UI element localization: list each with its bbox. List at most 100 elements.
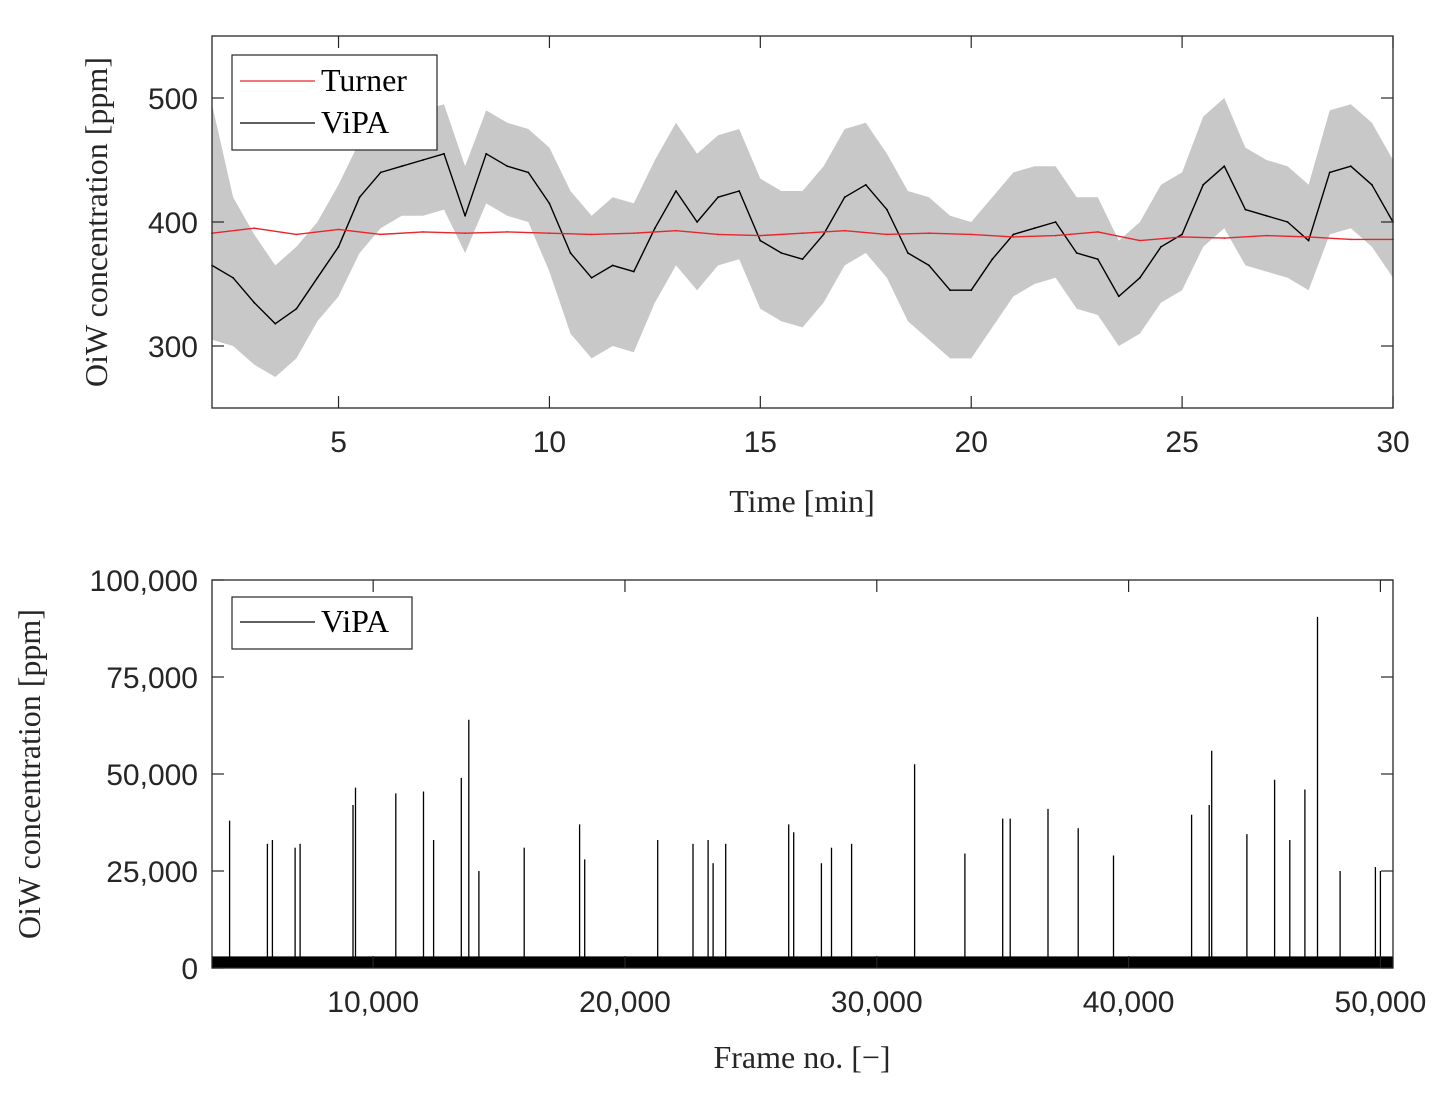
- point-vipa: [696, 221, 698, 223]
- point-turner: [1181, 236, 1183, 238]
- vipa-baseline-noise: [212, 956, 1393, 968]
- bottom-legend-box: [231, 596, 413, 650]
- point-turner: [295, 233, 298, 236]
- vipa-uncertainty-band: [212, 98, 1393, 377]
- point-turner: [422, 231, 424, 233]
- point-vipa: [1160, 245, 1162, 248]
- bottom-y-tick-label: 25,000: [106, 856, 198, 889]
- bottom-x-tick-label: 50,000: [1335, 986, 1427, 1019]
- point-turner: [1012, 236, 1015, 238]
- top-legend: Turner ViPA: [231, 54, 438, 151]
- point-turner: [886, 233, 888, 236]
- top-x-tick-label: 30: [1376, 426, 1409, 459]
- point-vipa: [358, 196, 361, 199]
- point-vipa: [295, 307, 298, 310]
- point-vipa: [253, 301, 256, 304]
- point-vipa: [675, 190, 677, 192]
- point-vipa: [738, 190, 741, 192]
- bottom-legend: ViPA: [231, 596, 413, 650]
- point-vipa: [1328, 171, 1331, 174]
- top-x-axis-label: Time [min]: [729, 483, 875, 519]
- top-x-tick-label: 15: [744, 426, 777, 459]
- top-x-tick-label: 5: [330, 426, 347, 459]
- point-vipa: [548, 202, 551, 205]
- bottom-x-tick-label: 30,000: [831, 986, 923, 1019]
- point-vipa: [928, 264, 930, 267]
- point-turner: [548, 232, 551, 235]
- point-vipa: [1117, 295, 1120, 298]
- top-series-layer: [211, 152, 1394, 325]
- bottom-x-tick-label: 40,000: [1083, 986, 1175, 1019]
- point-vipa: [759, 239, 762, 242]
- point-vipa: [907, 252, 909, 254]
- point-turner: [1096, 231, 1099, 233]
- vipa-uncertainty-band-layer: [212, 98, 1393, 377]
- point-vipa: [1307, 239, 1310, 242]
- point-turner: [675, 229, 677, 232]
- top-x-tick-label: 20: [955, 426, 988, 459]
- point-vipa: [991, 258, 994, 261]
- top-tick-layer: 5 10 15 20 25 30 300 400 500: [148, 36, 1410, 459]
- point-vipa: [590, 276, 593, 279]
- point-vipa: [443, 152, 445, 155]
- point-vipa: [379, 171, 382, 174]
- point-turner: [590, 233, 593, 236]
- point-vipa: [506, 165, 509, 168]
- point-vipa: [822, 233, 825, 236]
- point-turner: [970, 233, 973, 236]
- point-vipa: [1223, 165, 1226, 168]
- point-vipa: [232, 276, 235, 279]
- point-vipa: [632, 270, 635, 273]
- point-vipa: [1054, 221, 1057, 223]
- point-turner: [379, 233, 382, 236]
- point-vipa: [1181, 233, 1183, 236]
- bottom-y-tick-label: 100,000: [90, 565, 198, 598]
- point-turner: [1054, 234, 1057, 237]
- point-turner: [801, 232, 804, 235]
- point-vipa: [1033, 227, 1036, 230]
- point-vipa: [970, 289, 973, 292]
- point-vipa: [527, 171, 530, 174]
- top-legend-box: [231, 54, 438, 151]
- legend-label-vipa-bottom: ViPA: [321, 603, 389, 639]
- point-vipa: [316, 276, 319, 279]
- point-turner: [717, 233, 719, 236]
- bottom-y-tick-label: 50,000: [106, 759, 198, 792]
- bottom-x-tick-label: 10,000: [327, 986, 419, 1019]
- point-turner: [843, 229, 846, 232]
- bottom-x-axis-label: Frame no. [−]: [713, 1039, 890, 1075]
- point-vipa: [485, 152, 488, 155]
- point-turner: [759, 234, 762, 237]
- point-vipa: [569, 252, 572, 254]
- legend-label-vipa-top: ViPA: [321, 104, 389, 140]
- point-vipa: [1096, 258, 1099, 261]
- point-turner: [337, 228, 340, 231]
- point-vipa: [464, 214, 466, 217]
- point-vipa: [1075, 252, 1078, 254]
- point-vipa: [801, 258, 804, 261]
- top-panel: 5 10 15 20 25 30 300 400 500 Time [min] OiW conc…: [78, 35, 1410, 519]
- point-turner: [632, 232, 635, 235]
- point-vipa: [780, 252, 783, 254]
- point-vipa: [864, 183, 867, 186]
- point-vipa: [1265, 214, 1268, 217]
- point-vipa: [422, 159, 424, 161]
- bottom-y-tick-label: 0: [181, 953, 198, 986]
- point-turner: [1139, 239, 1141, 242]
- point-vipa: [1139, 276, 1141, 279]
- top-y-tick-label: 300: [148, 331, 198, 364]
- point-vipa: [1286, 221, 1289, 223]
- point-vipa: [1371, 183, 1373, 186]
- top-y-axis-label: OiW concentration [ppm]: [78, 57, 114, 387]
- point-vipa: [886, 208, 888, 211]
- point-turner: [253, 227, 256, 230]
- point-vipa: [1012, 233, 1015, 236]
- point-turner: [464, 232, 466, 235]
- point-vipa: [717, 196, 719, 199]
- legend-label-turner: Turner: [321, 62, 407, 98]
- bottom-y-tick-label: 75,000: [106, 662, 198, 695]
- top-y-tick-label: 500: [148, 83, 198, 116]
- point-vipa: [337, 245, 340, 248]
- point-vipa: [611, 264, 614, 267]
